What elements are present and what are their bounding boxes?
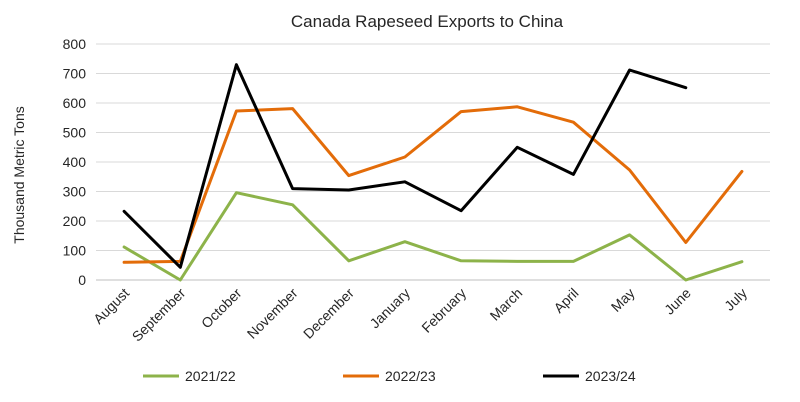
- chart-title: Canada Rapeseed Exports to China: [291, 12, 564, 31]
- legend-label: 2022/23: [385, 368, 436, 384]
- x-tick-label: August: [90, 285, 132, 327]
- x-tick-label: September: [129, 285, 189, 345]
- series-line-2023-24: [122, 63, 688, 269]
- y-axis-label: Thousand Metric Tons: [11, 106, 27, 243]
- y-tick-label: 800: [63, 36, 87, 52]
- legend-label: 2021/22: [185, 368, 236, 384]
- x-tick-label: July: [721, 285, 750, 314]
- x-tick-label: November: [244, 285, 301, 342]
- series-line-2021-22: [122, 191, 744, 282]
- y-tick-label: 400: [63, 154, 87, 170]
- x-tick-label: October: [198, 285, 245, 332]
- x-tick-label: April: [550, 285, 581, 316]
- series-lines: [122, 63, 744, 282]
- y-tick-label: 100: [63, 243, 87, 259]
- series-line-2022-23: [122, 105, 744, 264]
- x-tick-label: May: [608, 285, 638, 315]
- y-tick-label: 300: [63, 184, 87, 200]
- x-tick-label: March: [487, 285, 526, 324]
- x-tick-label: June: [661, 285, 694, 318]
- x-tick-label: January: [367, 285, 414, 332]
- y-tick-label: 500: [63, 125, 87, 141]
- y-tick-label: 200: [63, 213, 87, 229]
- gridlines: [96, 43, 770, 281]
- y-axis-ticks: 0 100 200 300 400 500 600 700 800: [63, 36, 87, 288]
- y-tick-label: 600: [63, 95, 87, 111]
- x-tick-label: February: [418, 285, 469, 336]
- x-tick-label: December: [300, 285, 357, 342]
- y-tick-label: 700: [63, 66, 87, 82]
- legend-label: 2023/24: [585, 368, 636, 384]
- legend: 2021/22 2022/23 2023/24: [143, 368, 636, 384]
- y-tick-label: 0: [78, 272, 86, 288]
